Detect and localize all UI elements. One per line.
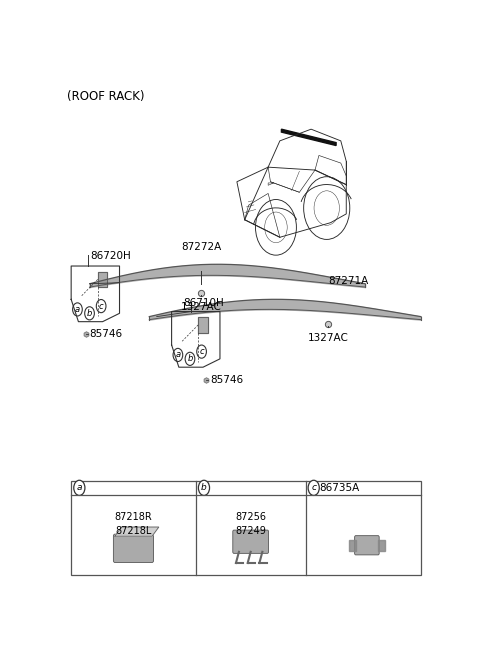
Text: b: b xyxy=(201,484,207,492)
Polygon shape xyxy=(98,271,108,287)
Text: 1327AC: 1327AC xyxy=(181,302,222,313)
FancyBboxPatch shape xyxy=(113,534,154,562)
Text: 87218R
87218L: 87218R 87218L xyxy=(115,512,152,535)
Polygon shape xyxy=(198,317,208,332)
Text: c: c xyxy=(99,302,104,311)
Text: 86720H: 86720H xyxy=(90,251,131,261)
Circle shape xyxy=(308,480,319,495)
Circle shape xyxy=(173,348,183,361)
FancyBboxPatch shape xyxy=(71,481,421,575)
Polygon shape xyxy=(115,527,159,536)
Text: c: c xyxy=(199,347,204,356)
Text: 85746: 85746 xyxy=(210,375,243,385)
Circle shape xyxy=(198,480,210,495)
Text: b: b xyxy=(87,309,92,318)
Polygon shape xyxy=(349,539,356,551)
FancyBboxPatch shape xyxy=(355,535,379,555)
Text: 86710H: 86710H xyxy=(183,298,224,307)
Circle shape xyxy=(74,480,85,495)
Text: 86735A: 86735A xyxy=(319,483,359,493)
Text: 87271A: 87271A xyxy=(328,276,368,286)
Circle shape xyxy=(96,300,106,313)
Text: 87272A: 87272A xyxy=(181,242,221,252)
Polygon shape xyxy=(378,539,385,551)
Text: a: a xyxy=(75,305,80,314)
Text: (ROOF RACK): (ROOF RACK) xyxy=(67,90,145,103)
Circle shape xyxy=(197,345,206,358)
Circle shape xyxy=(84,307,95,320)
Polygon shape xyxy=(281,129,336,146)
Text: 85746: 85746 xyxy=(89,329,122,339)
Circle shape xyxy=(185,352,195,365)
FancyBboxPatch shape xyxy=(233,530,268,553)
Text: b: b xyxy=(187,354,192,363)
Circle shape xyxy=(72,303,82,316)
Text: c: c xyxy=(311,484,316,492)
Text: a: a xyxy=(175,350,180,359)
Text: a: a xyxy=(77,484,82,492)
Text: 1327AC: 1327AC xyxy=(307,333,348,344)
Text: 87256
87249: 87256 87249 xyxy=(235,512,266,535)
